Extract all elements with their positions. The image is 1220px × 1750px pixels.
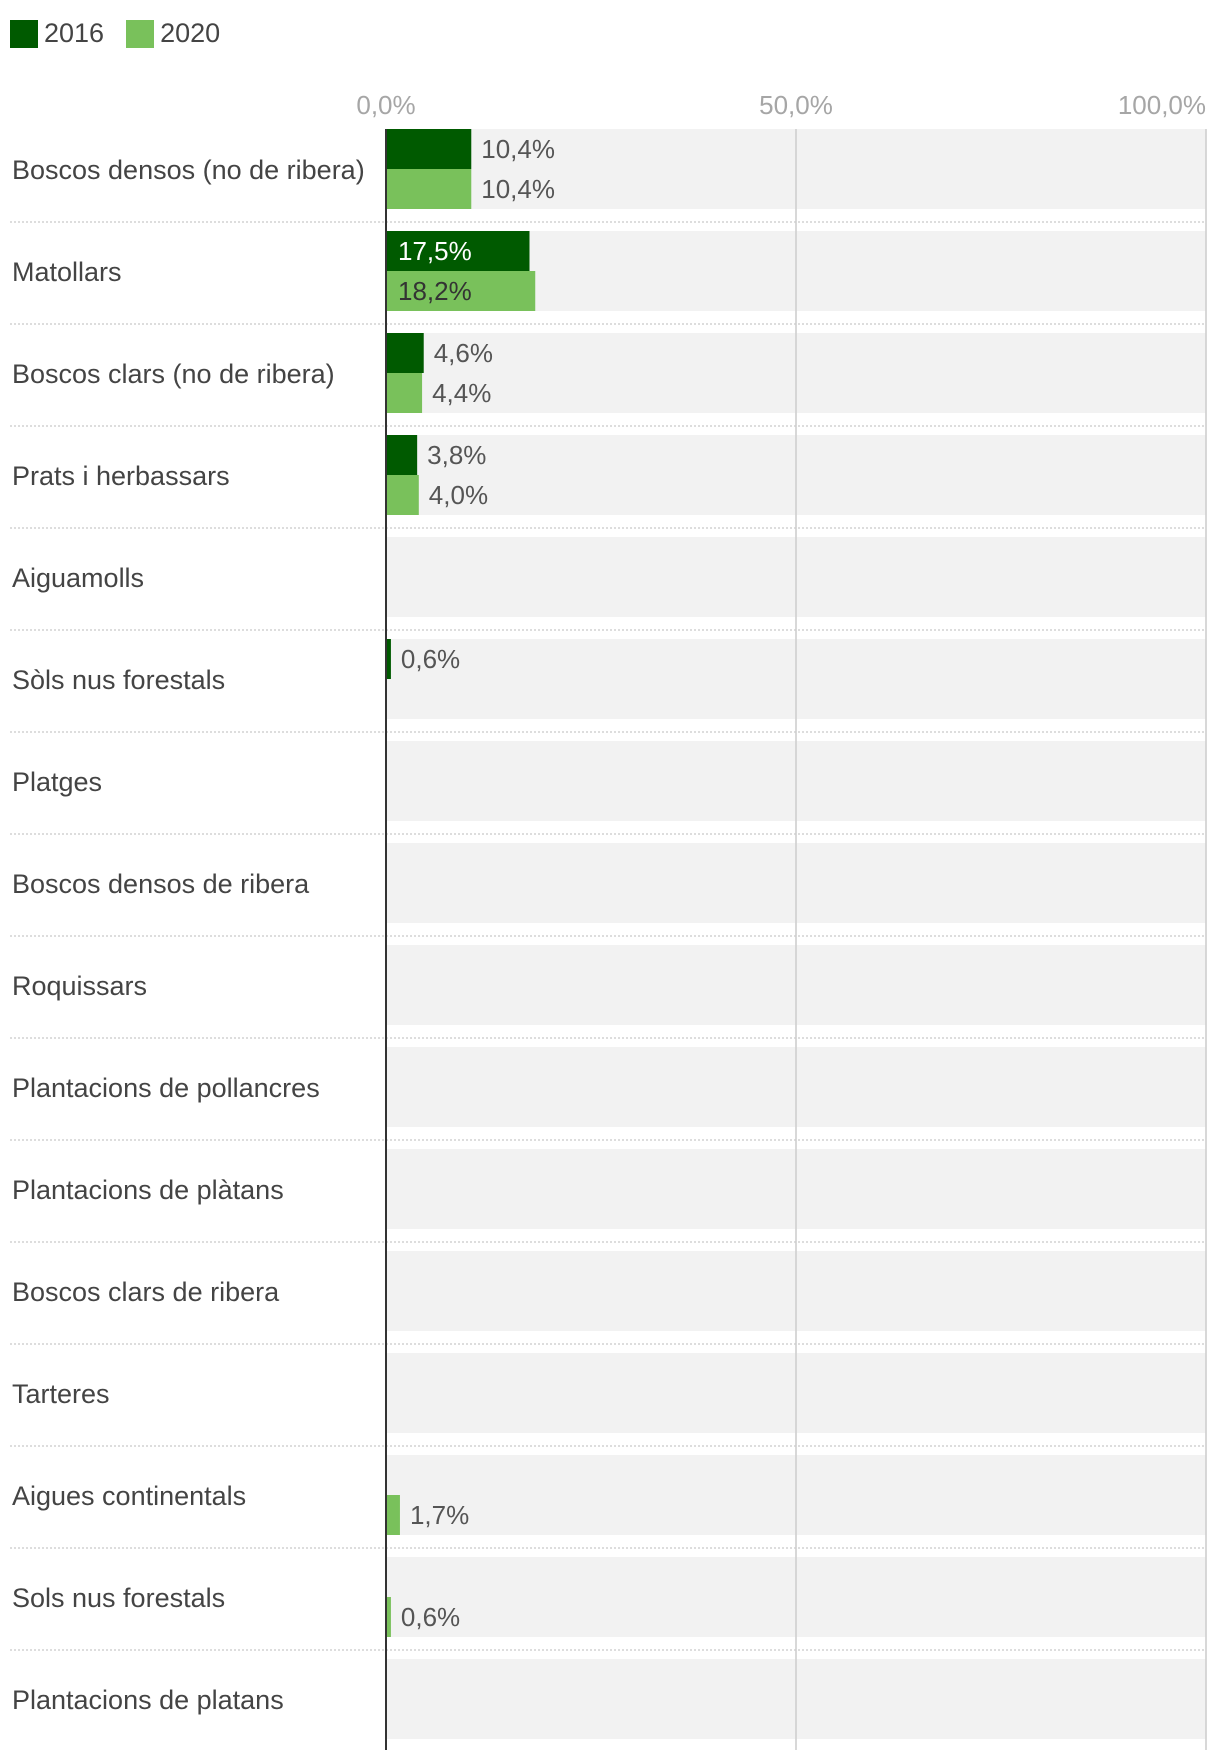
category-label: Aiguamolls [12,563,144,593]
category-label: Aigues continentals [12,1481,246,1511]
bar-2016 [386,639,391,679]
value-label-2016: 0,6% [401,644,460,674]
legend-swatch-2016 [10,19,38,48]
bar-2020 [386,169,472,209]
bar-2016 [386,435,418,475]
legend-swatch-2020 [126,19,155,48]
bar-2020 [386,271,536,311]
legend: 2016 2020 [10,18,242,49]
bar-2016 [386,231,530,271]
category-label: Boscos clars de ribera [12,1277,280,1307]
bar-2020 [386,1597,391,1637]
x-tick-label: 100,0% [1118,90,1206,120]
category-label: Tarteres [12,1379,110,1409]
category-label: Matollars [12,257,122,287]
category-label: Boscos densos de ribera [12,869,310,899]
value-label-2020: 18,2% [398,276,472,306]
value-label-2016: 10,4% [481,134,555,164]
category-label: Boscos densos (no de ribera) [12,155,365,185]
value-label-2020: 0,6% [401,1602,460,1632]
value-label-2016: 17,5% [398,236,472,266]
category-label: Sols nus forestals [12,1583,225,1613]
category-label: Plantacions de plàtans [12,1175,284,1205]
category-label: Roquissars [12,971,147,1001]
value-label-2020: 4,0% [429,480,488,510]
bar-2020 [386,373,423,413]
legend-label-2016: 2016 [44,18,105,48]
legend-label-2020: 2020 [160,18,221,48]
category-label: Plantacions de platans [12,1685,284,1715]
value-label-2016: 4,6% [434,338,493,368]
value-label-2016: 3,8% [427,440,486,470]
category-label: Boscos clars (no de ribera) [12,359,335,389]
bar-2016 [386,333,424,373]
legend-item-2020[interactable]: 2020 [126,18,220,49]
category-label: Sòls nus forestals [12,665,225,695]
x-tick-label: 0,0% [356,90,415,120]
bar-2016 [386,129,472,169]
bar-2020 [386,1495,400,1535]
value-label-2020: 1,7% [410,1500,469,1530]
category-label: Plantacions de pollancres [12,1073,320,1103]
category-label: Prats i herbassars [12,461,230,491]
category-label: Platges [12,767,102,797]
legend-item-2016[interactable]: 2016 [10,18,104,49]
bar-2020 [386,475,419,515]
value-label-2020: 4,4% [432,378,491,408]
value-label-2020: 10,4% [481,174,555,204]
x-tick-label: 50,0% [759,90,833,120]
